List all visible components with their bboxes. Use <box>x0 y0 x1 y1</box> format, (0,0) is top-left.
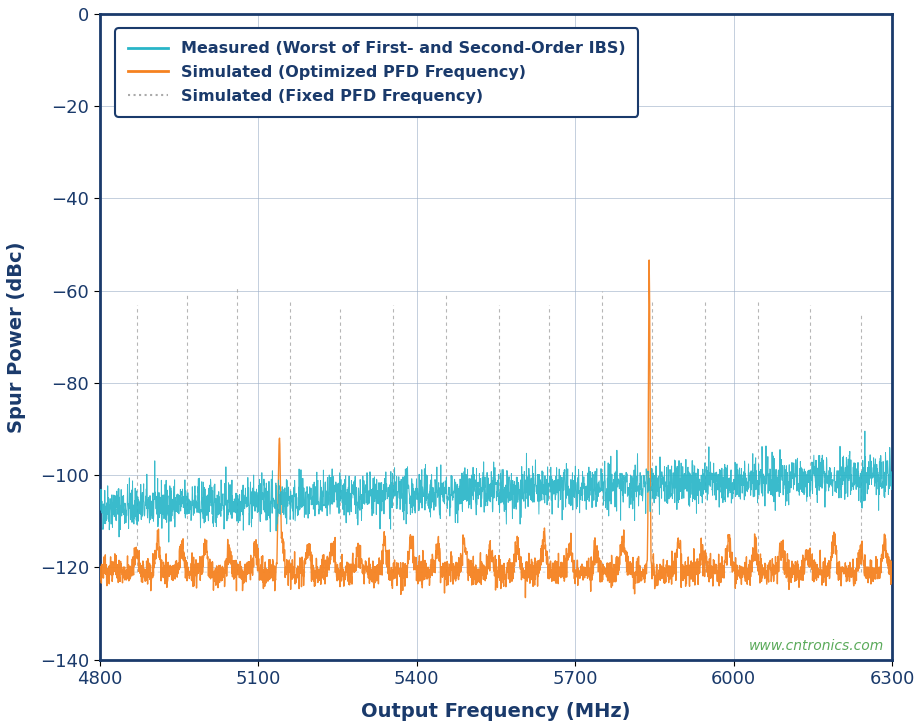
Y-axis label: Spur Power (dBc): Spur Power (dBc) <box>7 241 26 432</box>
X-axis label: Output Frequency (MHz): Output Frequency (MHz) <box>361 702 631 721</box>
Text: www.cntronics.com: www.cntronics.com <box>750 639 884 653</box>
Legend: Measured (Worst of First- and Second-Order IBS), Simulated (Optimized PFD Freque: Measured (Worst of First- and Second-Ord… <box>115 28 638 116</box>
